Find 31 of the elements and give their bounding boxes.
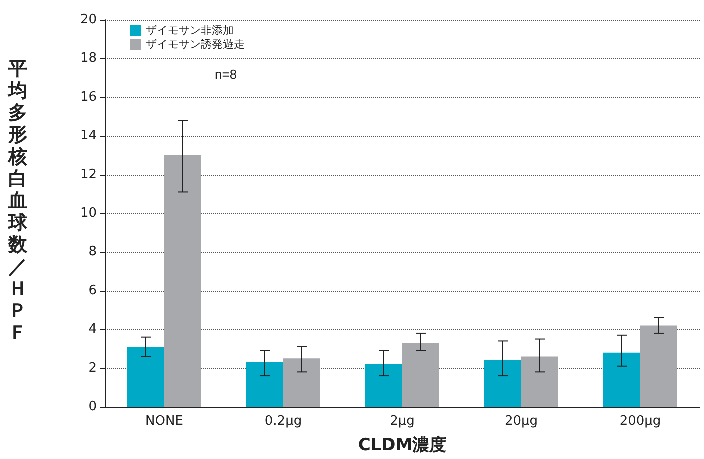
y-tick-label: 10 bbox=[80, 206, 97, 221]
y-tick-label: 14 bbox=[80, 128, 97, 144]
bar bbox=[640, 326, 678, 407]
x-tick-label: NONE bbox=[146, 414, 184, 429]
text: 平均多形核白血球数／ＨＰＦ bbox=[8, 58, 28, 344]
bar bbox=[604, 352, 640, 407]
x-tick-label: 20μg bbox=[504, 414, 538, 429]
bar bbox=[366, 364, 402, 407]
y-tick-label: 0 bbox=[88, 400, 97, 414]
x-tick-label: 2μg bbox=[390, 414, 415, 429]
bar bbox=[522, 356, 558, 407]
y-tick-label: 4 bbox=[88, 322, 97, 338]
bar bbox=[284, 358, 320, 407]
bar bbox=[484, 360, 522, 407]
bar bbox=[402, 343, 440, 407]
y-tick-label: 2 bbox=[88, 360, 97, 376]
legend-label: ザイモサン非添加 bbox=[146, 24, 234, 37]
legend-label: ザイモサン誘発遊走 bbox=[146, 38, 245, 51]
y-tick-label: 16 bbox=[80, 90, 97, 105]
x-tick-label: 0.2μg bbox=[264, 414, 302, 429]
bar bbox=[164, 155, 202, 407]
y-tick-label: 18 bbox=[80, 51, 97, 66]
x-tick-label: 200μg bbox=[620, 414, 662, 429]
y-tick-label: 12 bbox=[80, 167, 97, 182]
bar bbox=[246, 362, 284, 407]
annotation: n=8 bbox=[215, 67, 238, 82]
y-tick-label: 6 bbox=[88, 283, 97, 298]
y-tick-label: 8 bbox=[88, 244, 97, 260]
bar bbox=[128, 347, 164, 407]
y-tick-label: 20 bbox=[80, 12, 97, 28]
x-axis-title: CLDM濃度 bbox=[358, 436, 447, 456]
